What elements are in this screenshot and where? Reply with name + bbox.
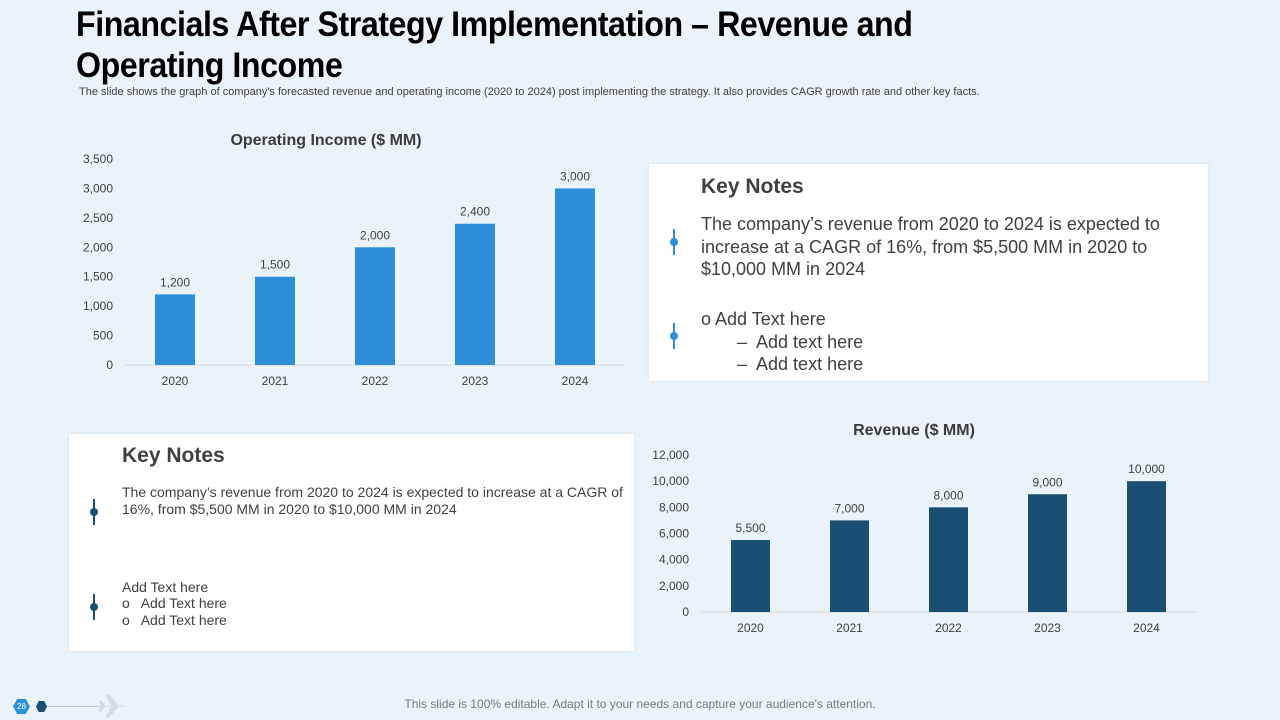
data-label: 10,000	[1128, 462, 1165, 476]
key-note-subtext: Add text here	[756, 354, 864, 374]
bar	[355, 247, 395, 365]
data-label: 1,200	[160, 275, 190, 289]
x-tick-label: 2024	[562, 374, 589, 388]
bar	[455, 223, 495, 365]
slide-subtitle: The slide shows the graph of company's f…	[79, 86, 980, 98]
y-tick-label: 8,000	[659, 500, 689, 514]
x-tick-label: 2022	[362, 374, 389, 388]
key-note-subpoint: – Add text here	[737, 353, 863, 376]
x-tick-label: 2023	[462, 374, 489, 388]
bullet-circle: o	[122, 612, 130, 628]
data-label: 8,000	[933, 488, 963, 502]
operating-income-chart: 0 500 1,000 1,500 2,000 2,500 3,000 3,500 1,200 2…	[83, 152, 625, 388]
hexagon-icon	[36, 701, 47, 712]
y-tick-label: 6,000	[659, 527, 689, 541]
y-tick-label: 3,500	[83, 152, 113, 166]
bar	[1127, 481, 1166, 612]
bar	[555, 188, 595, 365]
key-note-subtext: Add text here	[756, 332, 864, 352]
data-label: 7,000	[834, 501, 864, 515]
key-note-subpoint: o Add Text here	[122, 612, 227, 629]
data-label: 2,000	[360, 228, 390, 242]
y-tick-label: 4,000	[659, 553, 689, 567]
key-note-point: The company’s revenue from 2020 to 2024 …	[701, 214, 1160, 279]
key-note-subpoint: o Add Text here	[122, 595, 227, 612]
revenue-chart: 0 2,000 4,000 6,000 8,000 10,000 12,000 5,500 20…	[652, 448, 1196, 635]
y-tick-label: 0	[106, 358, 113, 372]
data-label: 2,400	[460, 205, 490, 219]
x-tick-label: 2020	[162, 374, 189, 388]
slide-title: Financials After Strategy Implementation…	[76, 5, 913, 85]
y-tick-label: 0	[682, 605, 689, 619]
bar	[731, 540, 770, 612]
bullet-circle: o	[701, 309, 712, 329]
y-tick-label: 10,000	[652, 474, 689, 488]
bar	[929, 507, 968, 612]
data-label: 5,500	[735, 521, 765, 535]
bullet-marker	[670, 323, 678, 349]
y-tick-label: 12,000	[652, 448, 689, 462]
bullet-marker	[90, 499, 98, 525]
revenue-chart-title: Revenue ($ MM)	[853, 422, 975, 439]
bullet-dash: –	[737, 354, 748, 374]
key-note-point: o Add Text here	[701, 308, 826, 331]
bullet-marker	[90, 594, 98, 620]
data-label: 3,000	[560, 169, 590, 183]
key-note-subtext: Add Text here	[140, 612, 227, 628]
bar	[255, 276, 295, 365]
y-tick-label: 2,000	[83, 240, 113, 254]
x-tick-label: 2022	[935, 621, 962, 635]
key-notes-heading: Key Notes	[701, 175, 804, 198]
x-tick-label: 2021	[262, 374, 289, 388]
y-tick-label: 1,500	[83, 270, 113, 284]
operating-income-chart-title: Operating Income ($ MM)	[230, 132, 422, 149]
y-tick-label: 500	[93, 329, 113, 343]
x-tick-label: 2024	[1133, 621, 1160, 635]
page-number-badge: 28	[13, 699, 30, 714]
key-note-subtext: Add Text here	[140, 595, 227, 611]
x-tick-label: 2023	[1034, 621, 1061, 635]
y-tick-label: 3,000	[83, 181, 113, 195]
bullet-dash: –	[737, 332, 748, 352]
key-note-point: Add Text here	[122, 579, 209, 595]
bullet-circle: o	[122, 595, 130, 611]
airplane-icon	[98, 694, 126, 718]
key-notes-heading: Key Notes	[122, 444, 225, 467]
bar	[155, 294, 195, 365]
bullet-marker	[670, 229, 678, 255]
key-note-subpoint: – Add text here	[737, 331, 863, 354]
key-notes-card-bottom: Key Notes The company’s revenue from 202…	[69, 434, 634, 651]
key-note-point: The company’s revenue from 2020 to 2024 …	[122, 484, 623, 517]
x-tick-label: 2020	[737, 621, 764, 635]
key-note-text: Add Text here	[715, 309, 826, 329]
divider-line	[47, 706, 102, 707]
data-label: 9,000	[1032, 475, 1062, 489]
data-label: 1,500	[260, 258, 290, 272]
y-tick-label: 1,000	[83, 299, 113, 313]
key-notes-card-top: Key Notes The company’s revenue from 202…	[649, 164, 1208, 381]
bar	[1028, 494, 1067, 612]
x-tick-label: 2021	[836, 621, 863, 635]
y-tick-label: 2,500	[83, 211, 113, 225]
y-tick-label: 2,000	[659, 579, 689, 593]
footer-note: This slide is 100% editable. Adapt it to…	[404, 697, 876, 711]
bar	[830, 520, 869, 612]
